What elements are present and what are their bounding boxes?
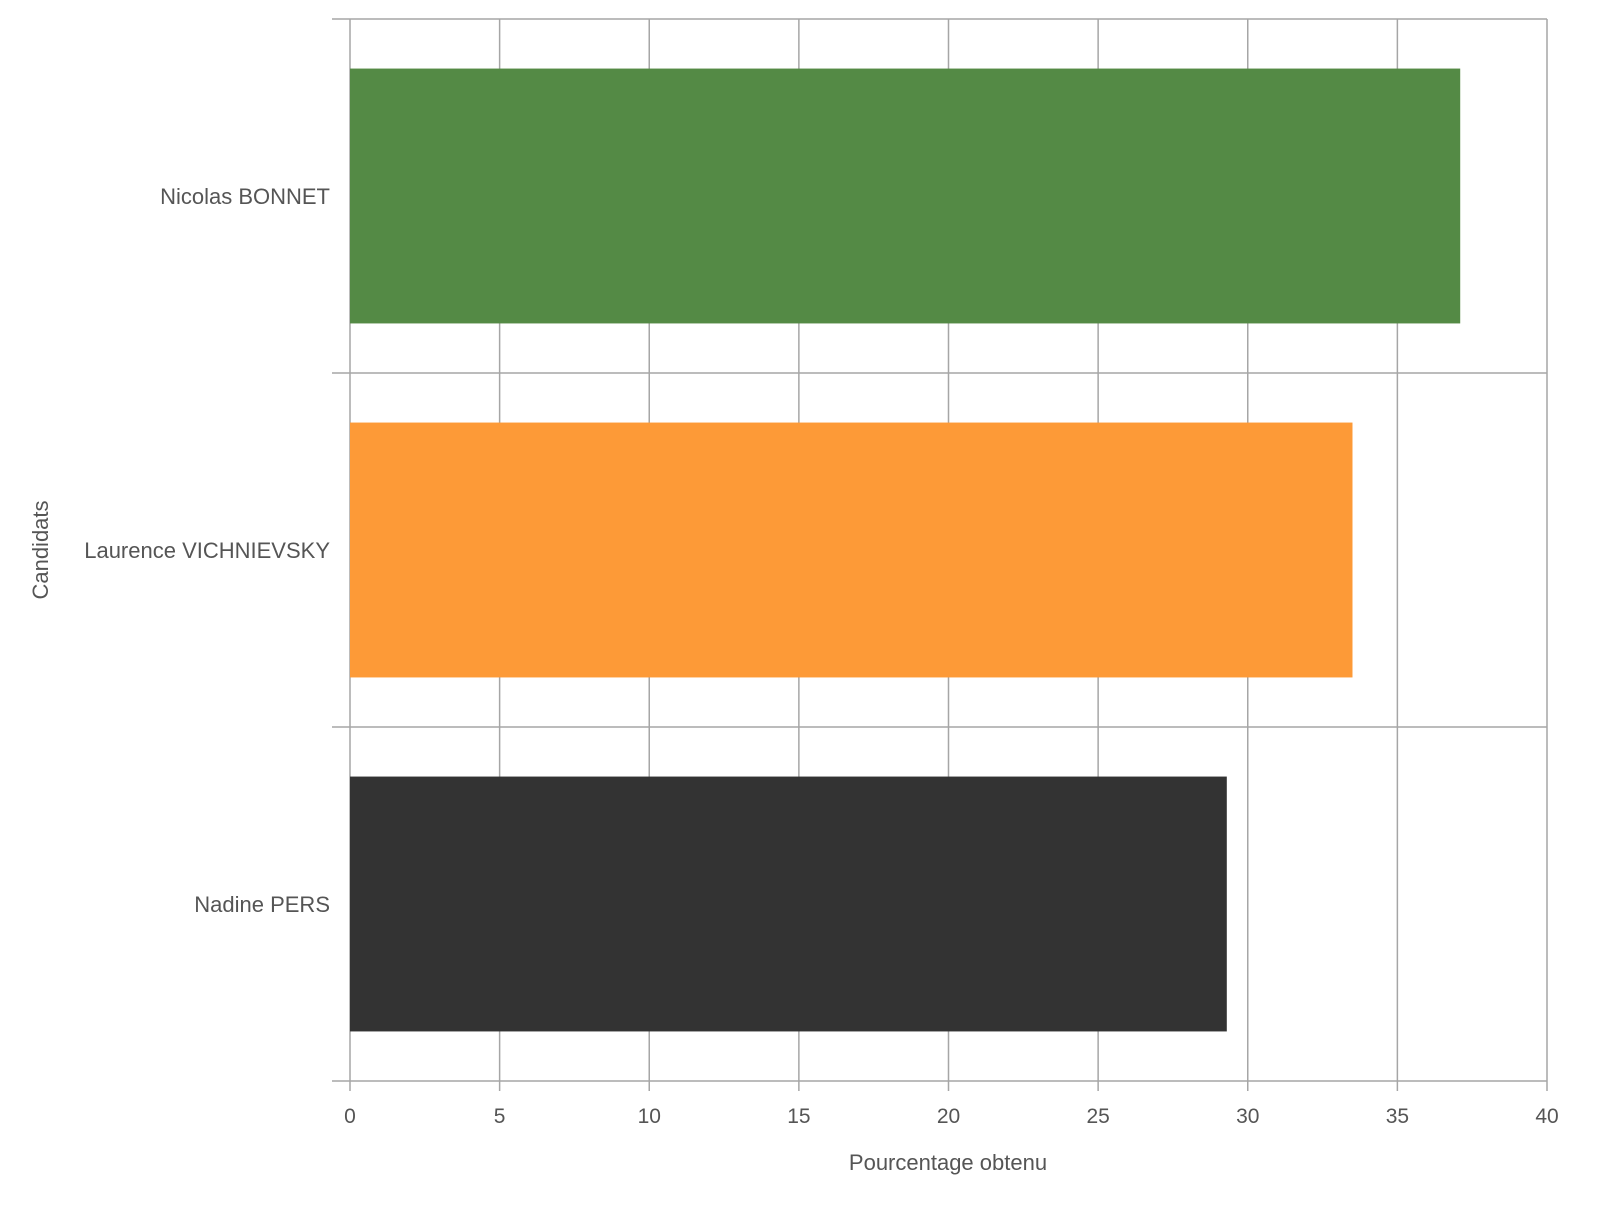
x-tick-label: 25 (1086, 1105, 1109, 1128)
y-category-label: Laurence VICHNIEVSKY (84, 538, 330, 563)
x-tick-label: 0 (344, 1105, 356, 1128)
y-axis-title: Candidats (28, 500, 53, 599)
bar-3 (350, 776, 1227, 1032)
bar-2 (350, 422, 1353, 678)
y-category-label: Nicolas BONNET (160, 184, 330, 209)
x-tick-label: 5 (494, 1105, 506, 1128)
bars-layer (350, 68, 1461, 1032)
bar-1 (350, 68, 1461, 324)
x-tick-label: 40 (1535, 1105, 1558, 1128)
x-tick-label: 15 (787, 1105, 810, 1128)
y-category-label: Nadine PERS (194, 892, 330, 917)
axis-layer: 0 5 10 15 20 25 30 35 40 Nicolas BONNET Laurence V… (84, 184, 1558, 1128)
x-axis-title: Pourcentage obtenu (849, 1150, 1047, 1175)
x-tick-label: 20 (937, 1105, 960, 1128)
x-tick-label: 30 (1236, 1105, 1259, 1128)
x-tick-label: 35 (1386, 1105, 1409, 1128)
x-tick-label: 10 (638, 1105, 661, 1128)
